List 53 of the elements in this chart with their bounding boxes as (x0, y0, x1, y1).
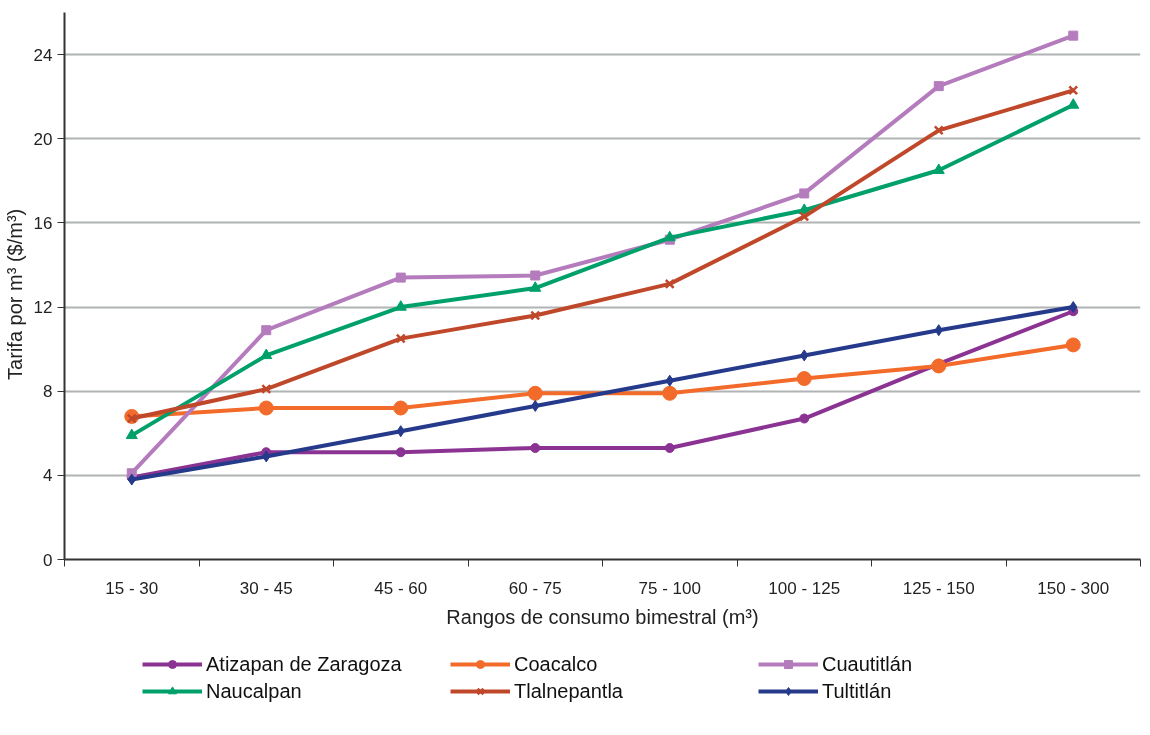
point (530, 270, 541, 281)
y-tick-label: 16 (33, 213, 53, 233)
point (1068, 30, 1079, 41)
point (260, 348, 273, 360)
point (664, 443, 675, 453)
y-tick-label: 0 (43, 550, 53, 570)
point (395, 272, 406, 283)
x-tick-label: 30 - 45 (239, 578, 293, 598)
x-axis-title: Rangos de consumo bimestral (m³) (446, 605, 759, 628)
point (258, 400, 274, 416)
point (530, 443, 541, 453)
legend-label: Cuautitlán (822, 652, 914, 676)
y-tick-label: 4 (43, 466, 53, 486)
x-tick-label: 15 - 30 (105, 578, 159, 598)
y-tick-label: 8 (43, 382, 53, 402)
x-tick-label: 125 - 150 (902, 578, 975, 598)
point (261, 325, 272, 336)
point (1068, 85, 1079, 96)
point (1065, 337, 1081, 353)
point (799, 413, 810, 424)
legend-label: Atizapan de Zaragoza (206, 652, 403, 676)
point (393, 400, 409, 416)
point (261, 383, 272, 395)
y-tick-label: 12 (33, 298, 53, 318)
legend-label: Tlalnepantla (514, 679, 624, 703)
legend-label: Coacalco (514, 652, 599, 676)
point (395, 333, 406, 344)
point (663, 230, 676, 242)
point (662, 385, 678, 401)
legend-label: Tultitlán (822, 679, 893, 703)
x-tick-label: 45 - 60 (374, 578, 428, 598)
x-tick-label: 60 - 75 (508, 578, 562, 598)
y-tick-label: 20 (33, 129, 53, 149)
point (125, 428, 138, 440)
point (931, 358, 947, 374)
point (529, 281, 542, 292)
point (1067, 98, 1080, 109)
point (527, 385, 543, 401)
point (664, 278, 675, 290)
legend-label: Naucalpan (206, 679, 303, 703)
point (933, 81, 944, 92)
x-tick-label: 100 - 125 (768, 578, 841, 598)
point (799, 188, 810, 199)
point (932, 163, 945, 174)
point (530, 310, 541, 321)
x-tick-label: 150 - 300 (1037, 578, 1110, 598)
y-tick-label: 24 (33, 45, 53, 65)
point (395, 447, 406, 458)
y-axis-title: Tarifa por m³ ($/m³) (3, 208, 26, 380)
x-tick-label: 75 - 100 (638, 578, 701, 598)
point (796, 371, 812, 387)
point (799, 211, 810, 222)
point (933, 125, 944, 136)
